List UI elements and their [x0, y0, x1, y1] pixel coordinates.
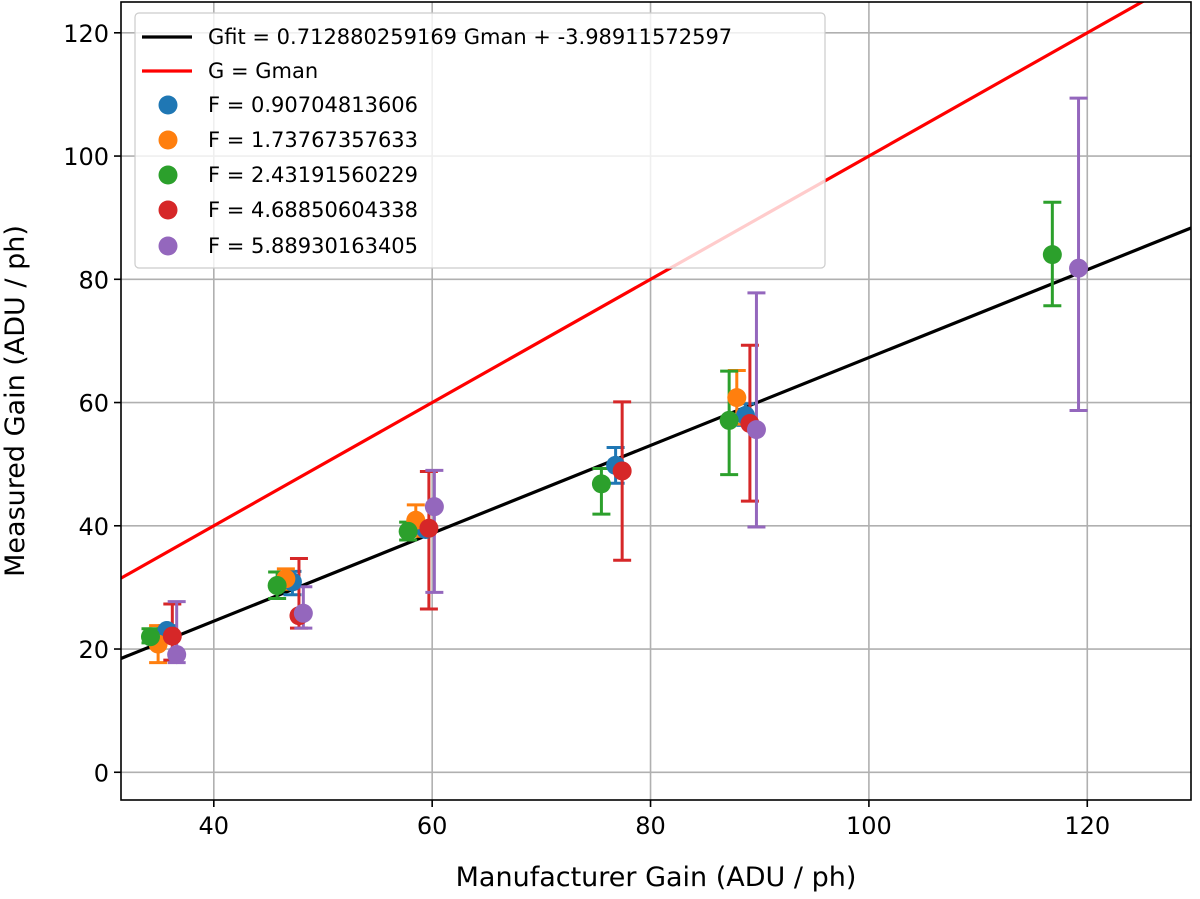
- legend-label: F = 5.88930163405: [208, 234, 418, 258]
- legend-marker-swatch: [158, 236, 178, 256]
- data-point: [727, 388, 747, 408]
- data-point: [719, 410, 739, 430]
- y-tick-label: 100: [63, 143, 109, 171]
- data-point: [167, 645, 187, 665]
- plot-frame: [120, 1, 1192, 801]
- data-point: [162, 626, 182, 646]
- data-point: [424, 497, 444, 517]
- y-axis-label: Measured Gain (ADU / ph): [0, 225, 31, 577]
- legend-marker-swatch: [158, 130, 178, 150]
- y-tick-label: 20: [78, 636, 109, 664]
- legend-marker-swatch: [158, 200, 178, 220]
- legend-label: F = 0.90704813606: [208, 93, 418, 117]
- legend-label: G = Gman: [208, 59, 318, 83]
- x-axis-label: Manufacturer Gain (ADU / ph): [456, 862, 857, 893]
- data-point: [591, 474, 611, 494]
- identity-line: [121, 2, 1146, 580]
- x-tick-label: 60: [417, 812, 448, 840]
- x-tick-label: 100: [846, 812, 892, 840]
- x-tick-label: 80: [635, 812, 666, 840]
- y-tick-label: 0: [94, 759, 109, 787]
- legend-marker-swatch: [158, 165, 178, 185]
- legend-label: F = 2.43191560229: [208, 163, 418, 187]
- legend-marker-swatch: [158, 95, 178, 115]
- y-tick-label: 40: [78, 513, 109, 541]
- x-tick-label: 40: [199, 812, 230, 840]
- legend-label: F = 4.68850604338: [208, 198, 418, 222]
- data-point: [140, 627, 160, 647]
- y-tick-label: 120: [63, 20, 109, 48]
- legend: Gfit = 0.712880259169 Gman + -3.98911572…: [134, 12, 826, 269]
- data-point: [612, 461, 632, 481]
- y-tick-label: 80: [78, 266, 109, 294]
- legend-label: F = 1.73767357633: [208, 128, 418, 152]
- x-tick-label: 120: [1064, 812, 1110, 840]
- data-point: [419, 518, 439, 538]
- data-point: [1069, 258, 1089, 278]
- data-points: [140, 245, 1089, 665]
- data-point: [398, 521, 418, 541]
- data-point: [1042, 245, 1062, 265]
- legend-label: Gfit = 0.712880259169 Gman + -3.98911572…: [208, 25, 732, 49]
- ticks: 40 60 80 100 120 0 20 40 60 80 100 120: [63, 20, 1110, 840]
- legend-box: [134, 12, 826, 269]
- data-point: [267, 576, 287, 596]
- y-tick-label: 60: [78, 390, 109, 418]
- data-point: [746, 420, 766, 440]
- data-point: [293, 603, 313, 623]
